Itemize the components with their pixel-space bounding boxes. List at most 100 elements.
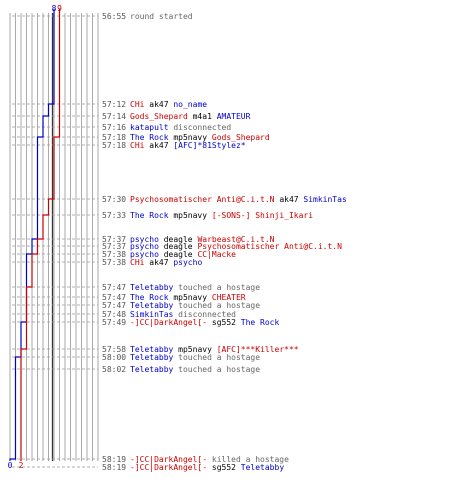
event-text-part: [-SONS-] Shinji_Ikari <box>212 211 313 220</box>
event-text-part: -]CC|DarkAngel[- <box>130 463 207 472</box>
event-text-part: mp5navy <box>169 293 212 302</box>
event-text-part: disconnected <box>169 123 232 132</box>
event-text: round started <box>130 12 193 21</box>
event-time: 57:48 <box>102 310 126 319</box>
player-grid <box>9 13 99 461</box>
event-time: 58:00 <box>102 353 126 362</box>
event-text-part: SimkinTas <box>303 195 347 204</box>
event-text-part: CC|Macke <box>197 250 236 259</box>
event-text-part: sg552 <box>207 463 241 472</box>
event-text-part: psycho <box>173 258 202 267</box>
event-text-part: AMATEUR <box>217 112 251 121</box>
event-text: The Rock mp5navy CHEATER <box>130 293 246 302</box>
event-text-part: Gods_Shepard <box>212 133 270 142</box>
event-text: CHi ak47 [AFC]*81Stylez* <box>130 141 246 150</box>
event-time: 57:16 <box>102 123 126 132</box>
event-text: -]CC|DarkAngel[- killed a hostage <box>130 455 289 464</box>
event-time: 57:38 <box>102 258 126 267</box>
event-text-part: touched a hostage <box>173 353 260 362</box>
event-time: 57:47 <box>102 293 126 302</box>
event-row-guides <box>12 15 98 468</box>
event-text: Teletabby touched a hostage <box>130 353 260 362</box>
event-text-part: psycho <box>130 242 159 251</box>
count-labels: 8 0 9 2 <box>8 4 63 470</box>
event-text-part: ak47 <box>144 100 173 109</box>
event-text-part: sg552 <box>207 318 241 327</box>
series-line-1 <box>20 9 61 461</box>
event-text: -]CC|DarkAngel[- sg552 Teletabby <box>130 463 284 472</box>
event-time: 57:18 <box>102 141 126 150</box>
event-text-part: CHi <box>130 141 145 150</box>
series-line-0 <box>9 9 55 461</box>
start-count-label: 9 <box>57 4 62 13</box>
event-text: Teletabby touched a hostage <box>130 365 260 374</box>
event-text-part: touched a hostage <box>173 283 260 292</box>
event-text-part: CHEATER <box>212 293 246 302</box>
event-text-part: -]CC|DarkAngel[- <box>130 318 207 327</box>
event-text-part: disconnected <box>173 310 236 319</box>
event-text-part: Teletabby <box>130 365 174 374</box>
event-time: 57:58 <box>102 345 126 354</box>
event-time: 57:33 <box>102 211 126 220</box>
event-time: 56:55 <box>102 12 126 21</box>
event-text-part: CHi <box>130 258 145 267</box>
event-text: -]CC|DarkAngel[- sg552 The Rock <box>130 318 279 327</box>
event-time: 57:37 <box>102 242 126 251</box>
event-time: 57:18 <box>102 133 126 142</box>
team-count-lines <box>9 9 61 461</box>
event-time: 57:14 <box>102 112 126 121</box>
event-text-part: The Rock <box>130 133 169 142</box>
event-text-part: mp5navy <box>169 211 212 220</box>
event-text-part: touched a hostage <box>173 301 260 310</box>
event-time: 57:12 <box>102 100 126 109</box>
event-text-part: Gods_Shepard <box>130 112 188 121</box>
event-text-part: psycho <box>130 250 159 259</box>
event-text-part: The Rock <box>241 318 280 327</box>
event-time: 57:38 <box>102 250 126 259</box>
event-text-part: deagle <box>159 250 198 259</box>
event-text: The Rock mp5navy [-SONS-] Shinji_Ikari <box>130 211 313 220</box>
event-text-part: m4a1 <box>188 112 217 121</box>
end-count-label: 0 <box>8 461 13 470</box>
event-text-part: Psychosomatischer Anti@C.i.t.N <box>130 195 275 204</box>
event-text-part: no_name <box>173 100 207 109</box>
event-text: psycho deagle CC|Macke <box>130 250 236 259</box>
event-text: Psychosomatischer Anti@C.i.t.N ak47 Simk… <box>130 195 347 204</box>
event-text: Teletabby mp5navy [AFC]***Killer*** <box>130 345 299 354</box>
event-text: CHi ak47 no_name <box>130 100 207 109</box>
event-text-part: Teletabby <box>241 463 285 472</box>
event-text: katapult disconnected <box>130 123 231 132</box>
event-text-part: deagle <box>159 242 198 251</box>
event-text-part: deagle <box>159 235 198 244</box>
event-text-part: killed a hostage <box>207 455 289 464</box>
event-text-part: psycho <box>130 235 159 244</box>
event-time: 57:49 <box>102 318 126 327</box>
event-time: 57:37 <box>102 235 126 244</box>
event-time: 57:47 <box>102 283 126 292</box>
event-text-part: [AFC]***Killer*** <box>217 345 299 354</box>
event-text-part: Teletabby <box>130 345 174 354</box>
event-time: 57:30 <box>102 195 126 204</box>
event-text: Teletabby touched a hostage <box>130 283 260 292</box>
event-time: 58:19 <box>102 463 126 472</box>
event-time: 58:19 <box>102 455 126 464</box>
event-time: 57:47 <box>102 301 126 310</box>
event-text-part: touched a hostage <box>173 365 260 374</box>
event-text-part: The Rock <box>130 211 169 220</box>
event-text-part: Teletabby <box>130 283 174 292</box>
event-text-part: Teletabby <box>130 301 174 310</box>
event-text-part: ak47 <box>275 195 304 204</box>
event-text-part: ak47 <box>144 258 173 267</box>
event-text: psycho deagle Warbeast@C.i.t.N <box>130 235 275 244</box>
event-text: Gods_Shepard m4a1 AMATEUR <box>130 112 251 121</box>
event-text: psycho deagle Psychosomatischer Anti@C.i… <box>130 242 342 251</box>
event-text-part: Warbeast@C.i.t.N <box>197 235 274 244</box>
event-text-part: ak47 <box>144 141 173 150</box>
event-time: 58:02 <box>102 365 126 374</box>
event-text: Teletabby touched a hostage <box>130 301 260 310</box>
event-text-part: mp5navy <box>169 133 212 142</box>
event-text-part: Teletabby <box>130 353 174 362</box>
event-text-part: mp5navy <box>173 345 216 354</box>
event-text: The Rock mp5navy Gods_Shepard <box>130 133 270 142</box>
